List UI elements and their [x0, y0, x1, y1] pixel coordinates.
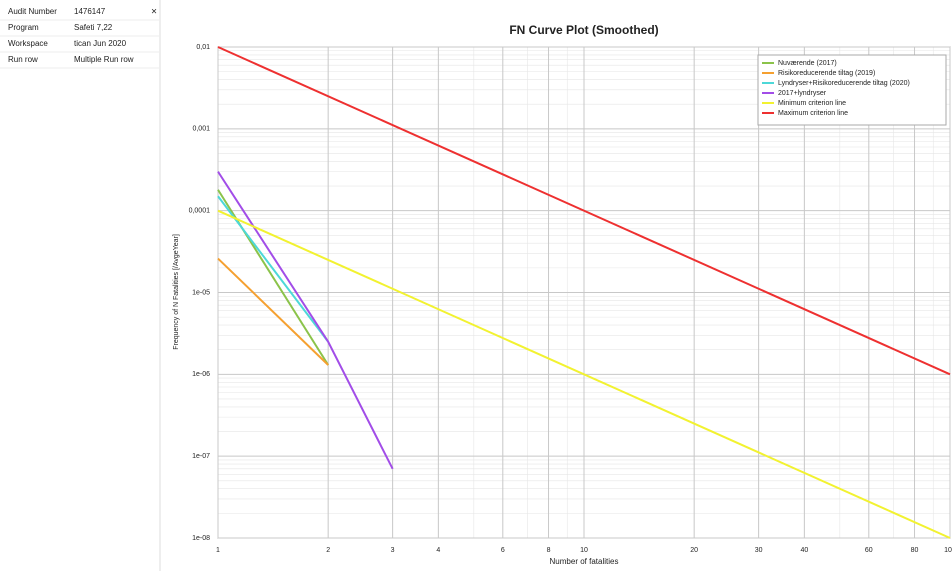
y-axis-label: Frequency of N Fatalities [/AvgeYear]: [173, 234, 180, 350]
y-tick-label: 1e-05: [192, 289, 210, 296]
property-value: Safeti 7,22: [74, 23, 113, 32]
y-tick-label: 1e-07: [192, 453, 210, 460]
side-panel: [0, 0, 160, 571]
x-tick-label: 4: [436, 547, 440, 554]
y-tick-label: 0,001: [192, 126, 210, 133]
x-tick-label: 10: [580, 547, 588, 554]
property-value: 1476147: [74, 7, 106, 16]
property-name: Run row: [8, 55, 38, 64]
legend-label: Risikoreducerende tiltag (2019): [778, 70, 875, 77]
y-tick-label: 0,0001: [189, 208, 211, 215]
legend-box: [757, 54, 947, 126]
property-value: tican Jun 2020: [74, 39, 127, 48]
legend-label: 2017+lyndryser: [778, 90, 827, 97]
x-tick-label: 30: [755, 547, 763, 554]
series-line: [217, 209, 951, 539]
property-name: Workspace: [8, 39, 48, 48]
series-line: [217, 171, 394, 470]
property-value: Multiple Run row: [74, 55, 134, 64]
x-tick-label: 40: [800, 547, 808, 554]
property-name: Program: [8, 23, 39, 32]
x-tick-label: 100: [944, 547, 952, 554]
y-tick-label: 0,01: [196, 44, 210, 51]
legend-label: Minimum criterion line: [778, 100, 846, 107]
chart-title: FN Curve Plot (Smoothed): [509, 23, 658, 37]
x-tick-label: 8: [547, 547, 551, 554]
series-line: [217, 257, 329, 366]
x-tick-label: 6: [501, 547, 505, 554]
legend-label: Nuværende (2017): [778, 60, 837, 67]
x-axis-label: Number of fatalities: [550, 557, 619, 566]
y-tick-label: 1e-08: [192, 535, 210, 542]
property-name: Audit Number: [8, 7, 57, 16]
legend-label: Maximum criterion line: [778, 110, 848, 117]
x-tick-label: 60: [865, 547, 873, 554]
x-tick-label: 3: [391, 547, 395, 554]
x-tick-label: 2: [326, 547, 330, 554]
legend-label: Lyndryser+Risikoreducerende tiltag (2020…: [778, 80, 910, 87]
x-tick-label: 20: [690, 547, 698, 554]
y-tick-label: 1e-06: [192, 371, 210, 378]
close-button[interactable]: ×: [151, 7, 157, 18]
x-tick-label: 80: [911, 547, 919, 554]
series-line: [217, 195, 329, 343]
series-line: [217, 46, 951, 376]
x-tick-label: 1: [216, 547, 220, 554]
